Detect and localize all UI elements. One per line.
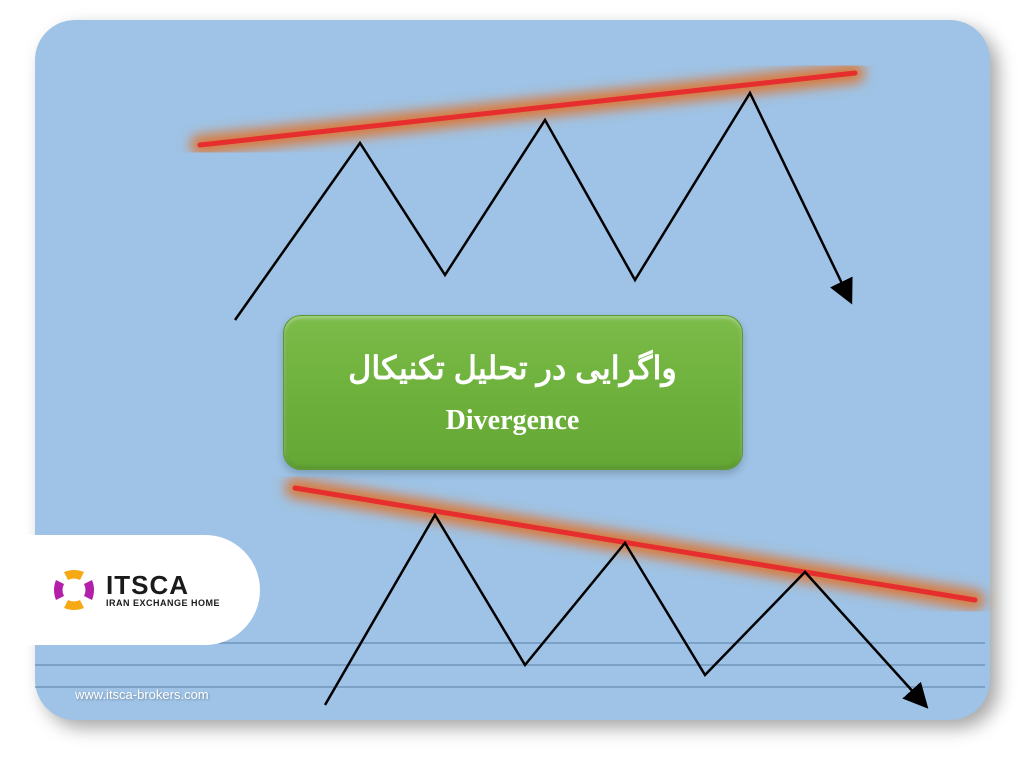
indicator-chart-bottom (285, 480, 985, 700)
logo-text: ITSCA IRAN EXCHANGE HOME (106, 572, 220, 608)
infographic-card: واگرایی در تحلیل تکنیکال Divergence (35, 20, 990, 720)
title-box: واگرایی در تحلیل تکنیکال Divergence (283, 315, 743, 470)
trendline-bottom (295, 488, 975, 600)
title-persian: واگرایی در تحلیل تکنیکال (348, 349, 677, 387)
logo-main-text: ITSCA (106, 572, 220, 598)
indicator-zigzag-bottom (325, 515, 925, 705)
logo-cutout: ITSCA IRAN EXCHANGE HOME (0, 535, 260, 645)
logo-icon (50, 566, 98, 614)
logo-sub-text: IRAN EXCHANGE HOME (106, 598, 220, 608)
price-chart-top (155, 65, 875, 315)
website-url: www.itsca-brokers.com (75, 687, 209, 702)
title-english: Divergence (446, 405, 580, 437)
